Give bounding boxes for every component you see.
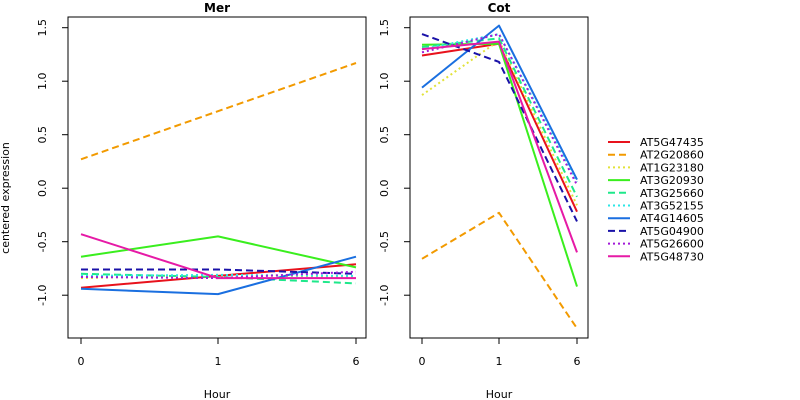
panel-title: Cot	[488, 1, 511, 15]
legend: AT5G47435AT2G20860AT1G23180AT3G20930AT3G…	[608, 136, 704, 263]
y-axis: -1.0 -0.5 0.0 0.5 1.0 1.5	[378, 19, 410, 306]
panel-cot: Cot -1.0 -0.5 0.0 0.5 1.0 1.5 0 1 6 Hour	[378, 1, 589, 400]
legend-item-at5g47435: AT5G47435	[608, 136, 704, 149]
legend-label: AT3G52155	[640, 200, 704, 213]
legend-item-at3g52155: AT3G52155	[608, 200, 704, 213]
legend-label: AT5G48730	[640, 250, 704, 263]
y-tick-label: -1.0	[36, 284, 49, 305]
legend-label: AT5G04900	[640, 225, 704, 238]
series-lines	[80, 62, 357, 296]
legend-item-at5g04900: AT5G04900	[608, 225, 704, 238]
y-tick-label: 0.5	[36, 126, 49, 144]
series-line-at2g20860	[421, 211, 578, 329]
x-tick-label: 6	[574, 355, 581, 368]
x-tick-label: 0	[419, 355, 426, 368]
legend-label: AT5G26600	[640, 238, 704, 251]
x-tick-label: 0	[78, 355, 85, 368]
panels: Mer -1.0 -0.5 0.0 0.5 1.0 1.5 0 1 6 Hour Cot -1.0 -0.…	[36, 1, 589, 400]
y-tick-label: 1.5	[378, 19, 391, 37]
x-axis-title: Hour	[486, 388, 513, 400]
series-line-at5g48730	[80, 233, 356, 280]
series-line-at5g04900	[81, 268, 357, 275]
series-line-at4g14605	[80, 255, 357, 296]
y-tick-label: 0.0	[36, 179, 49, 197]
x-axis: 0 1 6	[419, 338, 581, 368]
series-line-at5g26600	[80, 270, 357, 280]
legend-label: AT4G14605	[640, 212, 704, 225]
y-tick-label: 1.5	[36, 19, 49, 37]
y-tick-label: 1.0	[378, 72, 391, 90]
legend-label: AT3G20930	[640, 174, 704, 187]
x-axis: 0 1 6	[78, 338, 360, 368]
legend-item-at2g20860: AT2G20860	[608, 149, 704, 162]
y-axis-title: centered expression	[0, 142, 12, 254]
legend-item-at4g14605: AT4G14605	[608, 212, 704, 225]
legend-label: AT5G47435	[640, 136, 704, 149]
legend-item-at1g23180: AT1G23180	[608, 161, 704, 174]
series-line-at4g14605	[421, 24, 578, 181]
series-line-at1g23180	[421, 39, 578, 206]
y-axis: -1.0 -0.5 0.0 0.5 1.0 1.5	[36, 19, 68, 306]
y-tick-label: -0.5	[378, 231, 391, 252]
series-line-at2g20860	[80, 62, 357, 161]
plot-frame	[67, 16, 367, 339]
legend-item-at3g25660: AT3G25660	[608, 187, 704, 200]
y-tick-label: 0.5	[378, 126, 391, 144]
legend-item-at5g26600: AT5G26600	[608, 238, 704, 251]
x-axis-title: Hour	[204, 388, 231, 400]
series-lines	[421, 24, 578, 329]
legend-label: AT1G23180	[640, 161, 704, 174]
series-line-at3g20930	[421, 42, 578, 287]
x-tick-label: 1	[496, 355, 503, 368]
series-line-at3g20930	[80, 235, 357, 269]
y-tick-label: -0.5	[36, 231, 49, 252]
x-tick-label: 1	[215, 355, 222, 368]
y-tick-label: 0.0	[378, 179, 391, 197]
x-tick-label: 6	[353, 355, 360, 368]
legend-item-at3g20930: AT3G20930	[608, 174, 704, 187]
y-axis-title-group: centered expression	[0, 142, 12, 254]
legend-label: AT3G25660	[640, 187, 704, 200]
legend-label: AT2G20860	[640, 149, 704, 162]
series-line-at5g04900	[421, 33, 578, 222]
series-line-at3g52155	[80, 273, 357, 277]
y-tick-label: -1.0	[378, 284, 391, 305]
y-tick-label: 1.0	[36, 72, 49, 90]
series-line-at5g48730	[421, 40, 578, 253]
panel-title: Mer	[204, 1, 230, 15]
panel-mer: Mer -1.0 -0.5 0.0 0.5 1.0 1.5 0 1 6 Hour	[36, 1, 367, 400]
legend-item-at5g48730: AT5G48730	[608, 250, 704, 263]
